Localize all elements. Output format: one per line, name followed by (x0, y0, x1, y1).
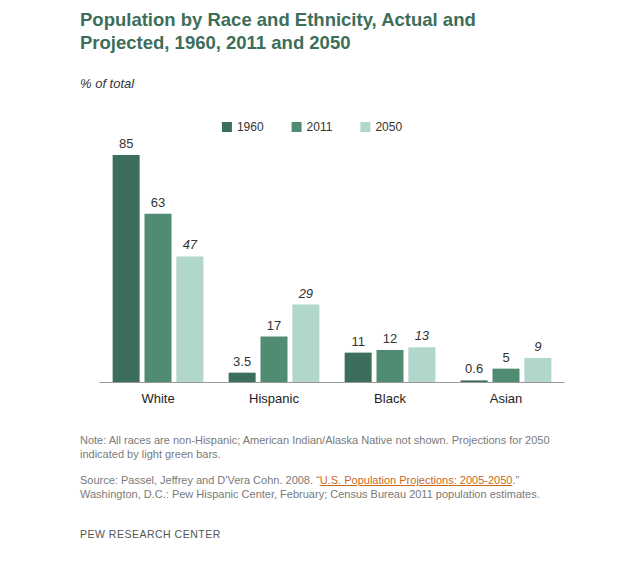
svg-text:11: 11 (351, 334, 365, 349)
svg-text:2011: 2011 (307, 120, 333, 134)
svg-text:9: 9 (534, 339, 541, 354)
svg-text:12: 12 (383, 331, 397, 346)
html-text:Source: Passel, Jeffrey and D': Source: Passel, Jeffrey and D'Vera Cohn.… (80, 474, 540, 500)
html-text:Population by Race and Ethnici: Population by Race and Ethnicity, Actual… (80, 9, 476, 53)
svg-text:47: 47 (183, 237, 198, 252)
html-text:Note: All races are non-Hispan: Note: All races are non-Hispanic; Americ… (80, 434, 550, 460)
svg-text:5: 5 (502, 350, 509, 365)
svg-text:17: 17 (267, 318, 281, 333)
svg-text:Black: Black (374, 391, 406, 406)
svg-text:1960: 1960 (237, 120, 264, 134)
svg-text:13: 13 (415, 328, 430, 343)
svg-text:2050: 2050 (375, 120, 402, 134)
html-text:PEW RESEARCH CENTER: PEW RESEARCH CENTER (80, 528, 221, 540)
svg-text:0.6: 0.6 (465, 361, 483, 376)
svg-text:Hispanic: Hispanic (249, 391, 299, 406)
svg-text:63: 63 (151, 195, 165, 210)
html-text:% of total: % of total (80, 76, 135, 91)
svg-text:85: 85 (119, 136, 133, 151)
svg-text:3.5: 3.5 (233, 354, 251, 369)
svg-text:Asian: Asian (490, 391, 523, 406)
svg-text:White: White (141, 391, 174, 406)
svg-text:29: 29 (298, 286, 313, 301)
